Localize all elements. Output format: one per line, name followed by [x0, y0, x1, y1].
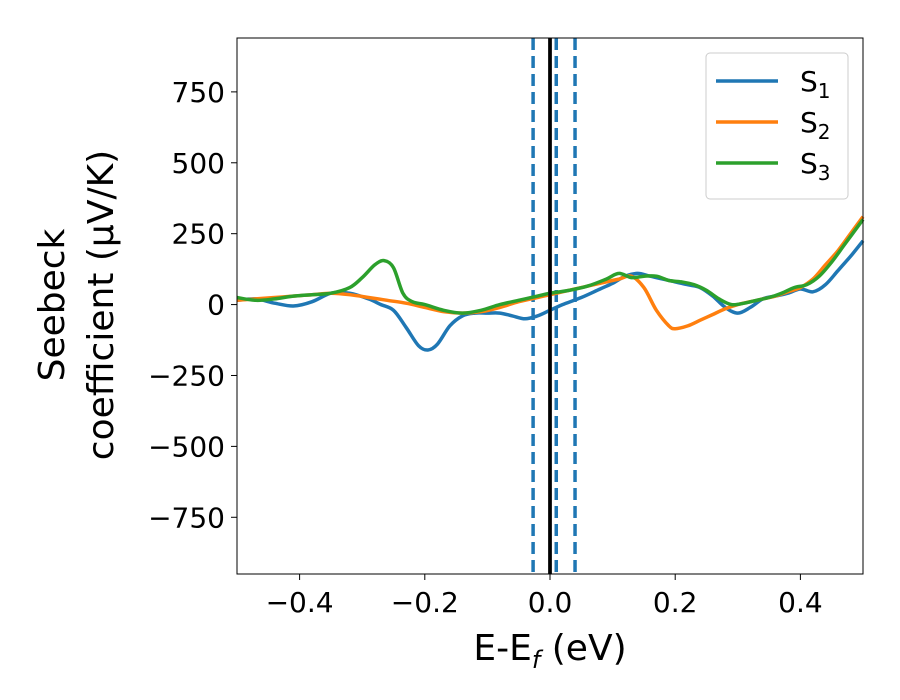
y-tick-label: −500 [148, 430, 225, 463]
x-tick-label: 0.2 [653, 586, 698, 619]
x-tick-label: 0.0 [528, 586, 573, 619]
series-lines [236, 38, 865, 574]
legend-label-s2: S2 [800, 106, 831, 144]
x-axis-label: E-Ef (eV) [473, 628, 626, 674]
legend-label-s3: S3 [800, 147, 831, 185]
y-tick-label: 250 [172, 218, 225, 251]
y-axis-ticks: −750 −500 −250 0 250 500 750 [148, 76, 237, 534]
y-axis-label-line2: coefficient (μV/K) [81, 150, 122, 460]
series-line-s3 [236, 218, 865, 315]
y-axis-label: Seebeck coefficient (μV/K) [32, 150, 122, 460]
x-axis-label-unit: (eV) [540, 628, 626, 669]
y-tick-label: −750 [148, 501, 225, 534]
x-tick-label: 0.4 [778, 586, 823, 619]
x-axis-ticks: −0.4 −0.2 0.0 0.2 0.4 [266, 574, 823, 619]
x-tick-label: −0.2 [391, 586, 459, 619]
y-tick-label: 750 [172, 76, 225, 109]
y-tick-label: 0 [207, 289, 225, 322]
x-tick-label: −0.4 [266, 586, 334, 619]
y-tick-label: −250 [148, 359, 225, 392]
legend-label-s1: S1 [800, 65, 831, 103]
x-axis-label-main: E-E [473, 628, 531, 669]
y-tick-label: 500 [172, 147, 225, 180]
y-axis-label-line1: Seebeck [32, 228, 73, 381]
